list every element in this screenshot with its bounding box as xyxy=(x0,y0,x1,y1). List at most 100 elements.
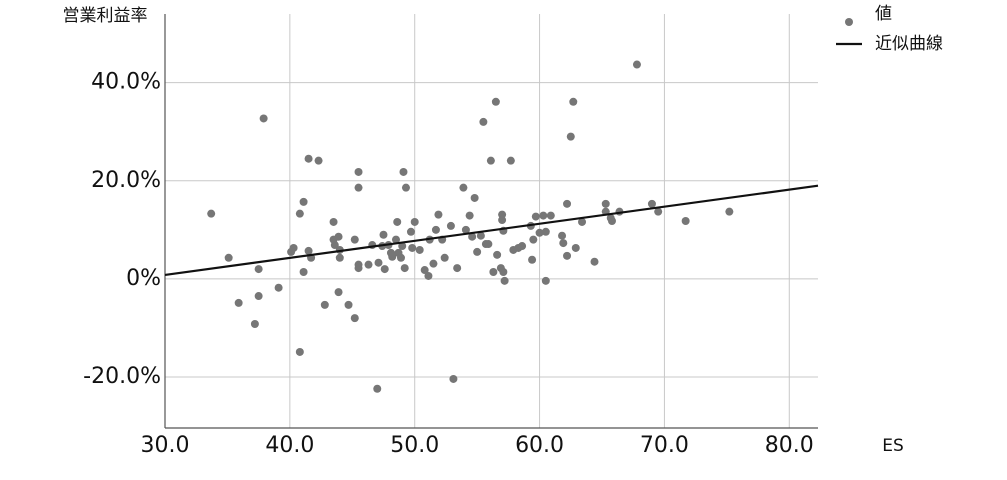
scatter-point xyxy=(400,264,409,273)
scatter-point xyxy=(259,114,268,123)
scatter-point xyxy=(632,60,641,69)
scatter-point xyxy=(391,235,400,244)
scatter-point xyxy=(461,225,470,234)
x-tick-label: 30.0 xyxy=(141,433,190,458)
scatter-point xyxy=(274,283,283,292)
scatter-point xyxy=(393,217,402,226)
scatter-point xyxy=(453,264,462,273)
scatter-point xyxy=(329,217,338,226)
scatter-point xyxy=(379,230,388,239)
scatter-point xyxy=(424,271,433,280)
scatter-point xyxy=(489,268,498,277)
scatter-point xyxy=(493,250,502,259)
scatter-point xyxy=(449,374,458,383)
scatter-point xyxy=(224,253,233,262)
y-tick-label: -20.0% xyxy=(83,364,161,389)
scatter-point xyxy=(434,210,443,219)
scatter-point xyxy=(541,276,550,285)
scatter-point xyxy=(446,221,455,230)
scatter-point xyxy=(571,243,580,252)
scatter-point xyxy=(498,216,507,225)
y-tick-label: 0% xyxy=(126,266,161,291)
legend-marker xyxy=(845,18,853,26)
scatter-point xyxy=(410,217,419,226)
y-tick-label: 40.0% xyxy=(91,70,161,95)
scatter-point xyxy=(468,232,477,241)
trend-line xyxy=(164,184,819,277)
scatter-point xyxy=(344,300,353,309)
scatter-point xyxy=(398,242,407,251)
scatter-point xyxy=(429,259,438,268)
scatter-point xyxy=(354,167,363,176)
scatter-point xyxy=(334,232,343,241)
scatter-point xyxy=(335,253,344,262)
scatter-point xyxy=(440,253,449,262)
legend-label: 値 xyxy=(875,4,892,24)
scatter-point xyxy=(569,97,578,106)
scatter-point xyxy=(234,298,243,307)
scatter-point xyxy=(500,276,509,285)
scatter-point xyxy=(558,231,567,240)
legend-label: 近似曲線 xyxy=(875,34,943,54)
scatter-point xyxy=(578,217,587,226)
scatter-point xyxy=(374,258,383,267)
x-tick-label: 50.0 xyxy=(390,433,439,458)
scatter-point xyxy=(473,247,482,256)
scatter-point xyxy=(406,227,415,236)
scatter-point xyxy=(354,264,363,273)
scatter-point xyxy=(254,292,263,301)
scatter-point xyxy=(531,212,540,221)
x-tick-label: 40.0 xyxy=(265,433,314,458)
scatter-point xyxy=(681,217,690,225)
scatter-point xyxy=(314,156,323,165)
scatter-point xyxy=(654,207,663,216)
x-tick-label: 70.0 xyxy=(640,433,689,458)
scatter-point xyxy=(207,209,216,218)
scatter-point xyxy=(470,193,479,202)
scatter-point xyxy=(299,268,308,277)
scatter-point xyxy=(546,211,555,220)
scatter-point xyxy=(647,199,656,208)
scatter-point xyxy=(518,242,527,251)
scatter-point xyxy=(459,183,468,192)
scatter-point xyxy=(431,225,440,234)
x-tick-label: 80.0 xyxy=(765,433,814,458)
scatter-point xyxy=(350,235,359,244)
scatter-point xyxy=(535,228,544,237)
scatter-point xyxy=(330,241,339,250)
scatter-point xyxy=(465,211,474,220)
scatter-point xyxy=(401,183,410,192)
scatter-point xyxy=(484,240,493,249)
scatter-point xyxy=(334,288,343,297)
scatter-point xyxy=(725,207,734,216)
scatter-point xyxy=(607,217,616,225)
scatter-point xyxy=(373,384,382,393)
scatter-point xyxy=(304,246,313,255)
scatter-point xyxy=(590,257,599,266)
scatter-point xyxy=(529,235,538,244)
scatter-point xyxy=(254,265,263,274)
x-tick-label: 60.0 xyxy=(515,433,564,458)
x-axis-title: ES xyxy=(882,436,904,456)
scatter-point xyxy=(563,199,572,208)
scatter-point xyxy=(539,211,548,220)
scatter-point xyxy=(506,156,515,165)
scatter-point xyxy=(295,209,304,218)
scatter-point xyxy=(566,132,575,141)
scatter-point xyxy=(601,199,610,208)
scatter-point xyxy=(476,231,485,240)
scatter-point xyxy=(399,167,408,176)
scatter-point xyxy=(304,154,313,163)
scatter-point xyxy=(299,197,308,206)
scatter-point xyxy=(396,253,405,262)
y-axis-title: 営業利益率 xyxy=(63,6,148,26)
scatter-point xyxy=(541,227,550,236)
scatter-point xyxy=(420,266,429,275)
scatter-point xyxy=(295,347,304,356)
scatter-point xyxy=(354,183,363,192)
scatter-point xyxy=(563,251,572,260)
scatter-point xyxy=(528,255,537,264)
scatter-point xyxy=(499,268,508,277)
scatter-point xyxy=(250,320,259,329)
